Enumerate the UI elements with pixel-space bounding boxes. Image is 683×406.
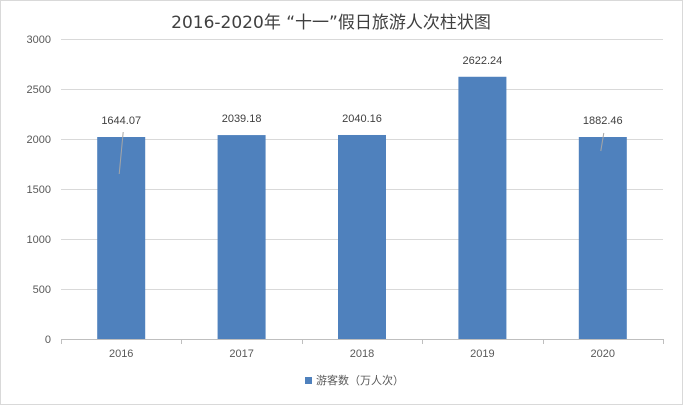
x-axis: 2016 2017 2018 2019 2020 (61, 339, 664, 360)
y-tick-label: 1000 (27, 234, 51, 246)
y-tick-label: 0 (45, 334, 51, 346)
bars (97, 76, 627, 339)
x-tick-label: 2019 (470, 348, 494, 360)
data-label-2018: 2040.16 (342, 113, 382, 125)
data-label-2020: 1882.46 (583, 115, 623, 127)
y-tick-label: 2000 (27, 134, 51, 146)
bar-2020 (578, 137, 627, 339)
x-tick-label: 2017 (229, 348, 253, 360)
y-tick-label: 3000 (27, 34, 51, 46)
data-label-2016: 1644.07 (101, 115, 141, 127)
x-tick-label: 2016 (109, 348, 133, 360)
bar-2019 (458, 76, 507, 339)
y-tick-label: 1500 (27, 184, 51, 196)
data-label-2019: 2622.24 (463, 55, 503, 67)
y-axis: 0 500 1000 1500 2000 2500 3000 (27, 34, 51, 346)
legend: 游客数（万人次） (305, 373, 404, 387)
leader-line-2016 (118, 131, 124, 175)
y-tick-label: 500 (33, 284, 51, 296)
data-labels: 1644.07 2039.18 2040.16 2622.24 1882.46 (101, 55, 623, 175)
legend-swatch (305, 377, 312, 384)
data-label-2017: 2039.18 (222, 113, 262, 125)
chart-title: 2016-2020年 “十一”假日旅游人次柱状图 (171, 13, 491, 33)
x-tick-label: 2020 (591, 348, 615, 360)
x-tick-label: 2018 (350, 348, 374, 360)
bar-2016 (97, 137, 146, 339)
legend-label: 游客数（万人次） (316, 373, 404, 387)
bar-2017 (217, 135, 266, 339)
y-tick-label: 2500 (27, 84, 51, 96)
bar-2018 (338, 134, 386, 339)
leader-line-2020 (600, 132, 605, 152)
